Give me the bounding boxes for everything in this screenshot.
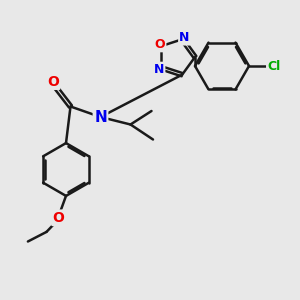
- Text: O: O: [47, 75, 59, 88]
- Text: N: N: [179, 31, 190, 44]
- Text: O: O: [52, 211, 64, 225]
- Text: O: O: [154, 38, 165, 51]
- Text: N: N: [154, 63, 164, 76]
- Text: N: N: [94, 110, 107, 124]
- Text: Cl: Cl: [267, 59, 280, 73]
